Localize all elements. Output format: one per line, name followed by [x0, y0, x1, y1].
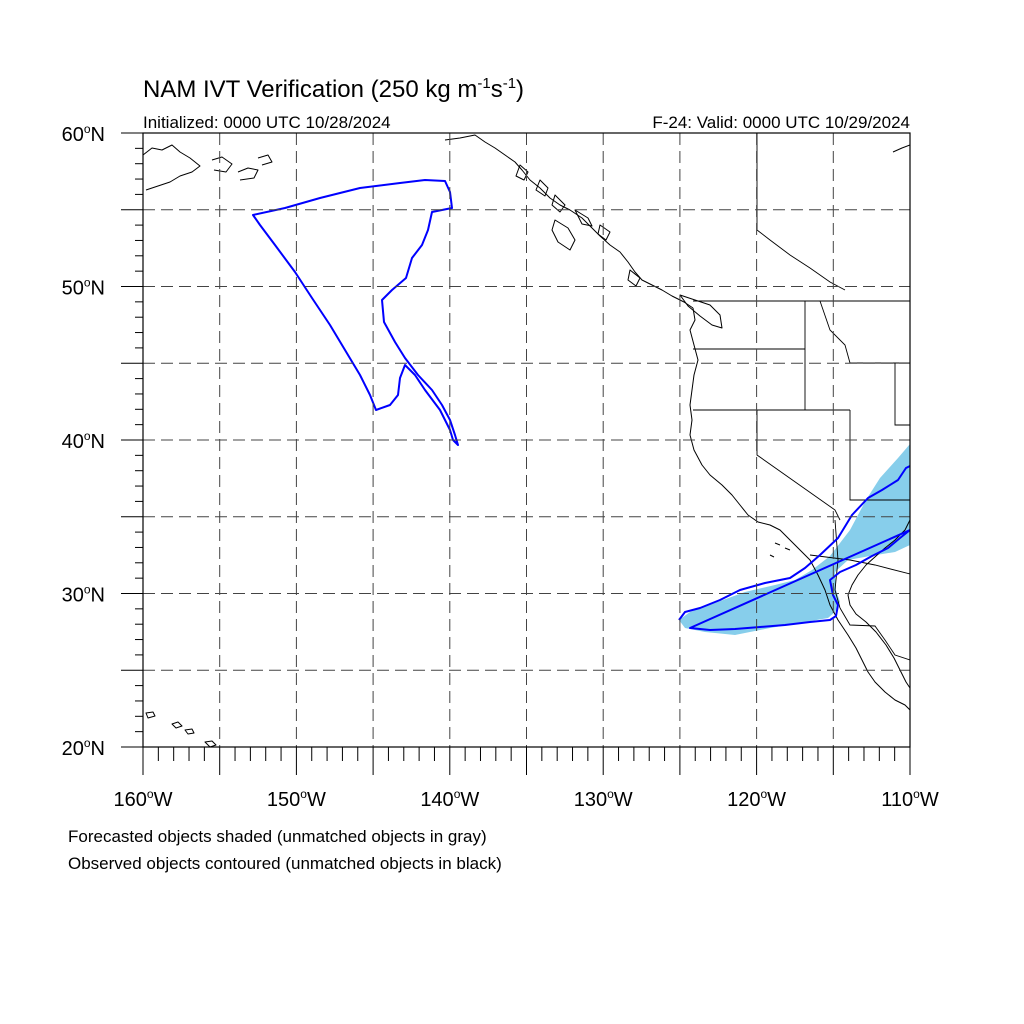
lat-label: 30oN	[62, 583, 105, 607]
coastline-hawaii	[145, 711, 217, 747]
lat-label: 40oN	[62, 429, 105, 453]
caption-observed: Observed objects contoured (unmatched ob…	[68, 854, 502, 873]
forecast-object-baja	[679, 444, 910, 635]
lat-label: 60oN	[62, 122, 105, 146]
forecast-objects	[679, 444, 910, 635]
lon-label: 110oW	[881, 787, 939, 811]
coastline-alaska-islands	[515, 164, 641, 287]
border-states	[693, 300, 910, 609]
lon-label: 150oW	[267, 787, 326, 811]
figure-title: NAM IVT Verification (250 kg m-1s-1)	[143, 75, 524, 103]
coastline-alaska	[143, 134, 694, 309]
coastlines	[143, 133, 910, 747]
observed-object-baja	[678, 465, 910, 631]
coastline-west-coast	[689, 307, 910, 711]
lon-labels: 160oW 150oW 140oW 130oW 120oW 110oW	[114, 787, 939, 811]
observed-object-gulf-of-alaska	[252, 179, 459, 446]
border-alaska-canada	[756, 133, 846, 291]
lon-label: 160oW	[114, 787, 173, 811]
lon-label: 120oW	[727, 787, 786, 811]
graticule	[143, 133, 910, 747]
coastline-ne-corner	[892, 144, 910, 153]
axis-ticks	[121, 132, 911, 775]
border-mexico-internal	[839, 607, 910, 661]
coastline-channel-islands	[769, 542, 791, 558]
initialized-label: Initialized: 0000 UTC 10/28/2024	[143, 113, 391, 132]
coastline-vancouver-island	[679, 294, 723, 329]
lat-label: 20oN	[62, 736, 105, 760]
lat-label: 50oN	[62, 276, 105, 300]
valid-time-label: F-24: Valid: 0000 UTC 10/29/2024	[652, 113, 910, 132]
observed-objects	[252, 179, 910, 631]
lat-labels: 60oN 50oN 40oN 30oN 20oN	[62, 122, 105, 760]
lon-label: 140oW	[420, 787, 479, 811]
caption-forecast: Forecasted objects shaded (unmatched obj…	[68, 827, 487, 846]
lon-label: 130oW	[574, 787, 633, 811]
